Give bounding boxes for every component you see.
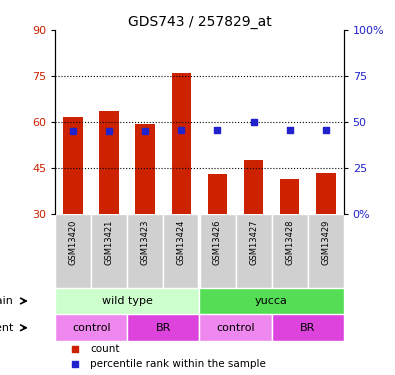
- Bar: [127, 214, 164, 288]
- Bar: [208, 174, 228, 214]
- Bar: [55, 288, 199, 314]
- Bar: [199, 288, 344, 314]
- Text: agent: agent: [0, 323, 13, 333]
- Bar: [164, 214, 199, 288]
- Point: [72, 361, 79, 367]
- Bar: [100, 111, 119, 214]
- Point: [286, 127, 293, 133]
- Text: wild type: wild type: [102, 296, 153, 306]
- Text: strain: strain: [0, 296, 13, 306]
- Text: GSM13429: GSM13429: [321, 220, 330, 265]
- Bar: [199, 214, 235, 288]
- Text: control: control: [216, 323, 255, 333]
- Point: [322, 127, 329, 133]
- Bar: [55, 314, 127, 341]
- Text: count: count: [90, 344, 119, 354]
- Point: [142, 128, 149, 134]
- Text: GSM13423: GSM13423: [141, 220, 150, 266]
- Bar: [244, 160, 263, 214]
- Bar: [308, 214, 344, 288]
- Text: GSM13424: GSM13424: [177, 220, 186, 265]
- Bar: [171, 73, 191, 214]
- Text: control: control: [72, 323, 111, 333]
- Point: [72, 346, 79, 352]
- Text: BR: BR: [156, 323, 171, 333]
- Bar: [272, 314, 344, 341]
- Point: [214, 127, 221, 133]
- Bar: [127, 314, 199, 341]
- Bar: [316, 172, 335, 214]
- Bar: [55, 214, 91, 288]
- Point: [70, 128, 77, 134]
- Bar: [135, 123, 155, 214]
- Text: GSM13428: GSM13428: [285, 220, 294, 266]
- Text: BR: BR: [300, 323, 315, 333]
- Bar: [199, 314, 272, 341]
- Point: [250, 119, 257, 125]
- Bar: [280, 179, 299, 214]
- Bar: [235, 214, 272, 288]
- Text: GSM13427: GSM13427: [249, 220, 258, 266]
- Text: GSM13421: GSM13421: [105, 220, 114, 265]
- Text: GSM13426: GSM13426: [213, 220, 222, 266]
- Text: GSM13420: GSM13420: [69, 220, 78, 265]
- Point: [178, 127, 184, 133]
- Point: [106, 128, 113, 134]
- Bar: [64, 117, 83, 214]
- Title: GDS743 / 257829_at: GDS743 / 257829_at: [128, 15, 271, 29]
- Bar: [272, 214, 308, 288]
- Text: percentile rank within the sample: percentile rank within the sample: [90, 359, 266, 369]
- Bar: [91, 214, 127, 288]
- Text: yucca: yucca: [255, 296, 288, 306]
